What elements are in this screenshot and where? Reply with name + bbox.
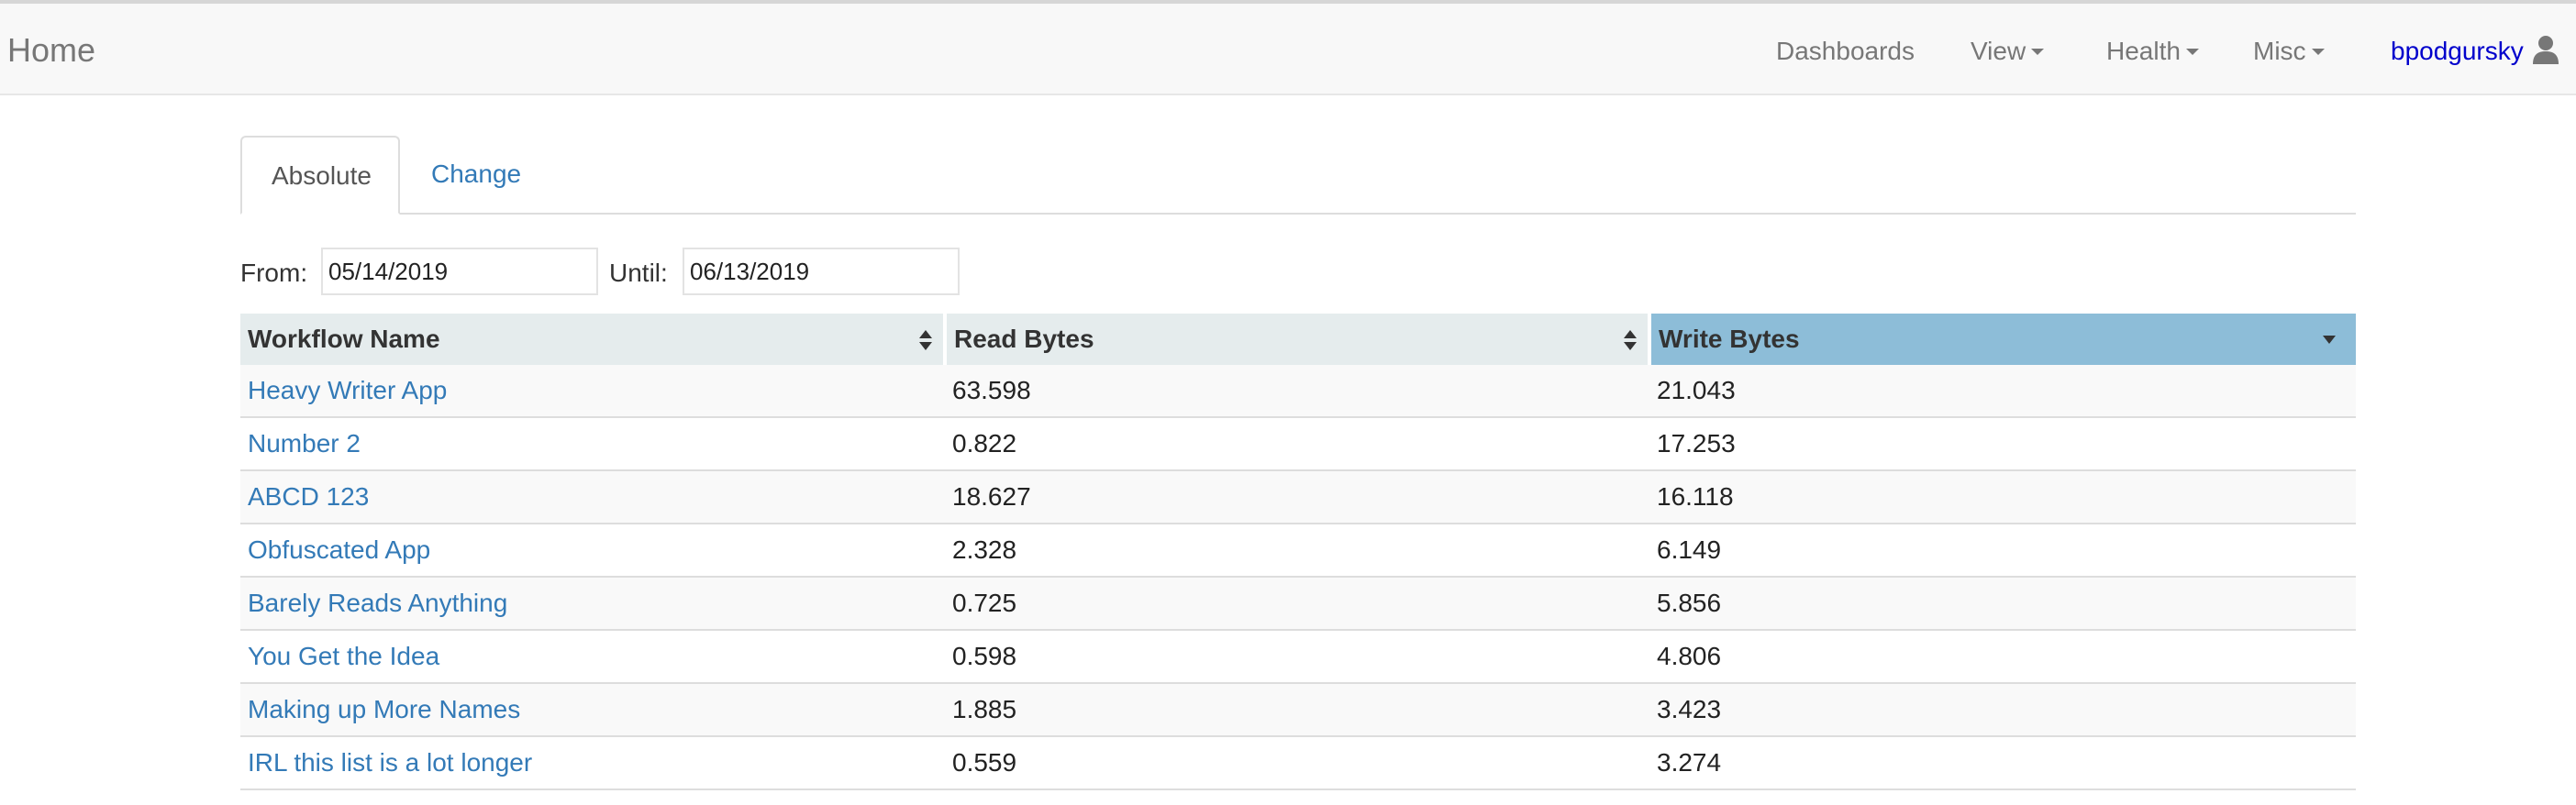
column-header-label: Read Bytes [954, 325, 1094, 353]
navbar: Home Dashboards View Health Misc bpodgur… [0, 0, 2576, 95]
workflow-link[interactable]: Number 2 [248, 429, 361, 458]
read-bytes-cell: 0.598 [945, 630, 1649, 684]
column-header-write-bytes[interactable]: Write Bytes [1649, 314, 2356, 365]
workflow-name-cell: Obfuscated App [240, 524, 945, 578]
tab-bar: Absolute Change [240, 136, 2356, 215]
nav-dashboards-label: Dashboards [1776, 37, 1915, 65]
write-bytes-cell: 6.149 [1649, 524, 2356, 578]
read-bytes-cell: 0.725 [945, 577, 1649, 631]
write-bytes-cell: 3.423 [1649, 683, 2356, 737]
workflow-link[interactable]: Heavy Writer App [248, 376, 448, 404]
table-row: Obfuscated App 2.328 6.149 [240, 524, 2356, 578]
table-row: Number 2 0.822 17.253 [240, 417, 2356, 471]
workflow-link[interactable]: IRL this list is a lot longer [248, 748, 533, 777]
table-row: Heavy Writer App 63.598 21.043 [240, 365, 2356, 418]
user-menu[interactable]: bpodgursky [2391, 35, 2559, 71]
table-header-row: Workflow Name Read Bytes Write Bytes [240, 314, 2356, 365]
workflow-name-cell: Number 2 [240, 417, 945, 471]
home-link[interactable]: Home [7, 31, 96, 69]
nav-view-label: View [1971, 37, 2026, 65]
user-icon [2532, 35, 2559, 71]
until-date-input[interactable] [683, 248, 960, 295]
nav-misc-label: Misc [2253, 37, 2306, 65]
read-bytes-cell: 0.822 [945, 417, 1649, 471]
sort-both-icon [919, 330, 932, 350]
chevron-down-icon [2185, 48, 2199, 55]
chevron-down-icon [2311, 48, 2325, 55]
workflow-name-cell: ABCD 123 [240, 470, 945, 524]
user-name: bpodgursky [2391, 37, 2524, 65]
workflow-table: Workflow Name Read Bytes Write Bytes Hea… [240, 314, 2356, 790]
tab-absolute[interactable]: Absolute [240, 136, 400, 215]
workflow-link[interactable]: Barely Reads Anything [248, 589, 508, 617]
write-bytes-cell: 5.856 [1649, 577, 2356, 631]
column-header-read-bytes[interactable]: Read Bytes [945, 314, 1651, 365]
write-bytes-cell: 21.043 [1649, 365, 2356, 418]
nav-dashboards[interactable]: Dashboards [1776, 37, 1915, 66]
read-bytes-cell: 0.559 [945, 736, 1649, 790]
write-bytes-cell: 17.253 [1649, 417, 2356, 471]
workflow-link[interactable]: Obfuscated App [248, 535, 431, 564]
nav-view-dropdown[interactable]: View [1971, 37, 2045, 66]
sort-both-icon [1624, 330, 1637, 350]
until-label: Until: [609, 259, 668, 287]
table-row: You Get the Idea 0.598 4.806 [240, 630, 2356, 684]
workflow-link[interactable]: You Get the Idea [248, 642, 440, 670]
read-bytes-cell: 2.328 [945, 524, 1649, 578]
tab-change[interactable]: Change [431, 160, 522, 188]
sort-desc-icon [2323, 336, 2336, 344]
chevron-down-icon [2031, 48, 2045, 55]
workflow-name-cell: Heavy Writer App [240, 365, 945, 418]
write-bytes-cell: 3.274 [1649, 736, 2356, 790]
column-header-label: Workflow Name [248, 325, 440, 353]
workflow-link[interactable]: ABCD 123 [248, 482, 370, 511]
workflow-name-cell: Making up More Names [240, 683, 945, 737]
column-header-workflow-name[interactable]: Workflow Name [240, 314, 947, 365]
table-row: Making up More Names 1.885 3.423 [240, 683, 2356, 737]
column-header-label: Write Bytes [1659, 325, 1800, 353]
write-bytes-cell: 4.806 [1649, 630, 2356, 684]
from-date-input[interactable] [321, 248, 598, 295]
nav-health-label: Health [2106, 37, 2181, 65]
nav-misc-dropdown[interactable]: Misc [2253, 37, 2325, 66]
workflow-name-cell: Barely Reads Anything [240, 577, 945, 631]
read-bytes-cell: 1.885 [945, 683, 1649, 737]
write-bytes-cell: 16.118 [1649, 470, 2356, 524]
workflow-link[interactable]: Making up More Names [248, 695, 521, 723]
read-bytes-cell: 63.598 [945, 365, 1649, 418]
from-label: From: [240, 259, 308, 287]
table-row: ABCD 123 18.627 16.118 [240, 470, 2356, 524]
table-row: IRL this list is a lot longer 0.559 3.27… [240, 736, 2356, 790]
table-row: Barely Reads Anything 0.725 5.856 [240, 577, 2356, 631]
workflow-name-cell: IRL this list is a lot longer [240, 736, 945, 790]
workflow-name-cell: You Get the Idea [240, 630, 945, 684]
read-bytes-cell: 18.627 [945, 470, 1649, 524]
nav-health-dropdown[interactable]: Health [2106, 37, 2199, 66]
